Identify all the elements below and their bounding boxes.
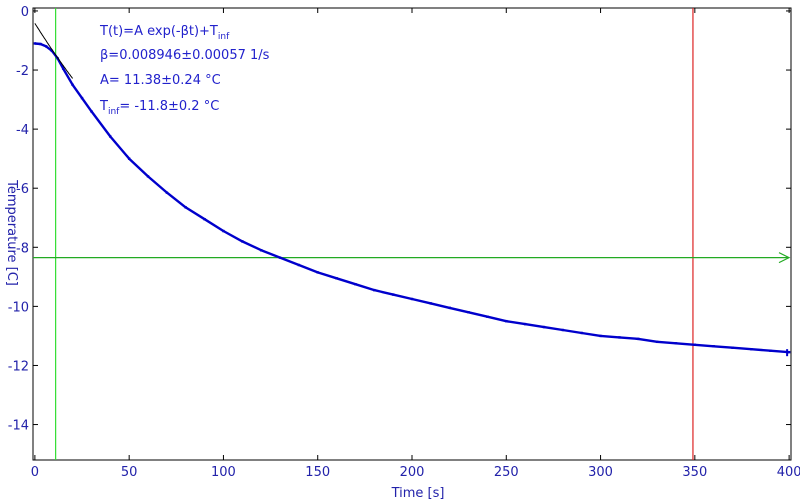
x-tick-label: 250: [494, 465, 519, 480]
data-point: [448, 306, 451, 310]
y-tick-label: -4: [16, 123, 29, 138]
data-point: [61, 67, 65, 70]
data-point: [561, 328, 565, 332]
data-point: [750, 348, 753, 351]
fit-tinf-rest: = -11.8±0.2 °C: [119, 99, 219, 114]
data-point: [297, 263, 301, 267]
data-point: [259, 249, 263, 252]
data-point: [71, 83, 74, 87]
fit-formula-main: T(t)=A exp(-βt)+T: [99, 24, 218, 39]
data-point: [335, 277, 338, 280]
data-point: [599, 334, 602, 338]
fit-formula-sub: inf: [218, 32, 230, 42]
x-tick-label: 300: [588, 465, 613, 480]
data-point: [674, 342, 678, 345]
y-axis-title: Temperature [C]: [4, 179, 19, 286]
y-tick-label: -8: [16, 241, 29, 256]
data-point: [391, 293, 395, 296]
data-point: [80, 96, 84, 100]
data-point: [410, 297, 414, 301]
x-axis-title: Time [s]: [391, 486, 445, 501]
data-point: [109, 135, 112, 138]
data-point: [165, 191, 169, 194]
y-tick-label: -14: [8, 419, 29, 434]
x-tick-label: 50: [121, 465, 138, 480]
data-point: [731, 346, 734, 349]
data-series-line: [34, 42, 790, 354]
data-point: [637, 337, 640, 341]
fit-amplitude: A= 11.38±0.24 °C: [100, 73, 221, 88]
data-point: [523, 322, 527, 326]
data-point: [354, 283, 357, 286]
data-point: [50, 49, 54, 53]
x-tick-label: 400: [777, 465, 800, 480]
fit-formula: T(t)=A exp(-βt)+Tinf: [99, 24, 230, 42]
data-point: [486, 315, 489, 318]
data-point: [146, 175, 150, 178]
y-axis-ticks: 0 -2 -4 -6 -8 -10 -12 -14: [8, 5, 791, 434]
series-layer: [33, 42, 791, 357]
data-point: [222, 229, 225, 233]
fit-tinf-sub: inf: [108, 107, 120, 117]
x-axis-ticks: 0 50 100 150 200 250 300 350 400: [31, 8, 800, 480]
data-point: [39, 42, 42, 46]
y-tick-label: -6: [16, 182, 29, 197]
data-point: [90, 110, 93, 113]
data-point: [712, 345, 715, 348]
fit-tinf-main: T: [99, 99, 108, 114]
y-tick-label: -10: [8, 300, 29, 315]
fit-annotation: T(t)=A exp(-βt)+Tinf β=0.008946±0.00057 …: [99, 24, 270, 117]
data-point: [127, 157, 131, 160]
y-tick-label: 0: [21, 5, 29, 20]
data-point: [429, 302, 433, 305]
x-tick-label: 0: [31, 465, 39, 480]
y-tick-label: -12: [8, 359, 29, 374]
fit-curve: [34, 23, 73, 79]
data-point: [580, 331, 583, 335]
level-marker-arrow: [778, 252, 791, 264]
data-point: [655, 340, 659, 344]
data-point: [467, 311, 470, 314]
x-tick-label: 100: [211, 465, 236, 480]
data-point: [33, 42, 37, 45]
fit-layer: [34, 23, 73, 79]
data-point: [769, 349, 772, 352]
data-point: [44, 45, 48, 48]
data-point: [184, 206, 187, 209]
y-tick-label: -2: [16, 64, 29, 79]
data-point: [316, 271, 319, 274]
data-point: [373, 288, 376, 292]
cursor-markers: [33, 8, 791, 460]
data-point: [278, 256, 282, 259]
fit-tinf: Tinf= -11.8±0.2 °C: [99, 99, 219, 117]
data-point: [542, 325, 546, 329]
x-tick-label: 200: [400, 465, 425, 480]
data-point: [618, 336, 621, 339]
data-point: [241, 240, 244, 243]
data-point: [203, 218, 206, 221]
data-point: [505, 319, 508, 323]
x-tick-label: 350: [682, 465, 707, 480]
x-tick-label: 150: [305, 465, 330, 480]
data-point: [693, 343, 697, 346]
data-point: [787, 350, 791, 354]
fit-beta: β=0.008946±0.00057 1/s: [100, 48, 270, 63]
